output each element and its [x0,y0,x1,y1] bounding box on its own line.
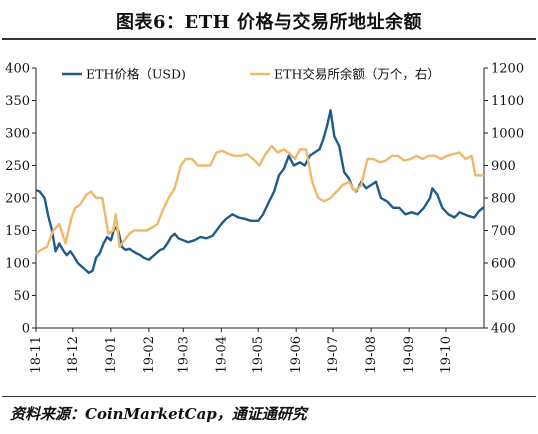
right-tick-label: 900 [491,159,516,174]
x-tick-label: 18-11 [29,336,44,373]
right-tick-label: 400 [491,322,516,337]
balance-line [35,144,484,255]
right-tick-label: 700 [491,224,516,239]
right-tick-label: 600 [491,257,516,272]
right-tick-label: 1200 [491,62,524,77]
left-tick-label: 250 [5,159,30,174]
x-tick-label: 19-03 [176,336,191,373]
right-tick-label: 1100 [491,94,524,109]
legend-balance-label: ETH交易所余额（万个，右） [274,67,440,82]
left-tick-label: 200 [5,192,30,207]
x-tick-label: 19-08 [364,336,379,373]
eth-chart: 0 50 100 150 200 250 300 350 400 400 500 600 700 800 9… [5,62,524,374]
x-tick-label: 19-06 [289,336,304,373]
x-tick-label: 19-07 [326,336,341,373]
left-tick-label: 0 [22,322,30,337]
title-area: 图表6：ETH 价格与交易所地址余额 [0,0,538,40]
chart-container: 0 50 100 150 200 250 300 350 400 400 500 600 700 800 9… [0,42,538,394]
left-tick-label: 150 [5,224,30,239]
right-tick-label: 500 [491,289,516,304]
x-tick-label: 19-05 [251,336,266,373]
left-tick-label: 300 [5,127,30,142]
price-line [35,109,485,275]
left-tick-label: 400 [5,62,30,77]
x-tick-label: 18-12 [66,336,81,373]
title-divider [2,38,536,40]
footer-divider [2,396,536,397]
right-tick-label: 800 [491,192,516,207]
legend-price-label: ETH价格（USD) [86,67,186,82]
right-tick-label: 1000 [491,127,524,142]
x-tick-label: 19-04 [214,336,229,373]
x-tick-label: 19-10 [439,336,454,373]
chart-title: 图表6：ETH 价格与交易所地址余额 [116,12,422,33]
x-tick-label: 19-01 [104,336,119,373]
left-tick-label: 350 [5,94,30,109]
left-tick-label: 50 [13,289,30,304]
x-tick-label: 19-02 [142,336,157,373]
left-tick-label: 100 [5,257,30,272]
source-note: 资料来源：CoinMarketCap，通证通研究 [10,405,307,423]
x-tick-label: 19-09 [402,336,417,373]
